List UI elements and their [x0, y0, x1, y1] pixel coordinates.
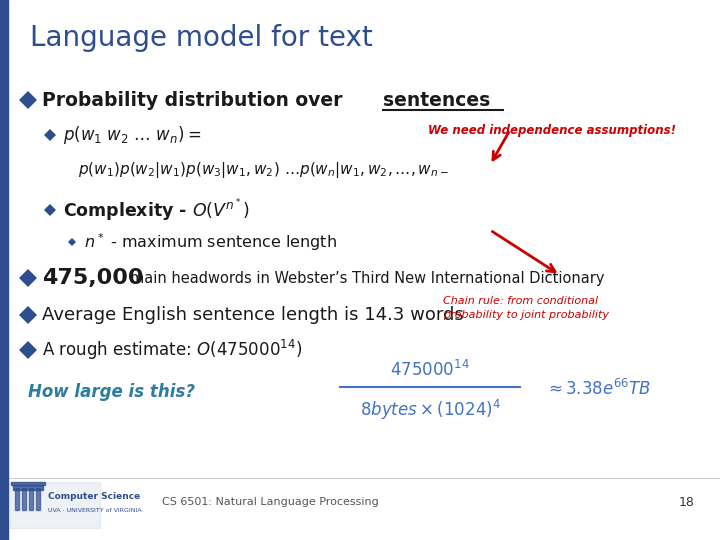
Text: Chain rule: from conditional: Chain rule: from conditional [443, 296, 598, 306]
Text: sentences: sentences [383, 91, 490, 110]
Text: probability to joint probability: probability to joint probability [443, 310, 609, 320]
Bar [10, 482, 100, 528]
Text: Probability distribution over: Probability distribution over [42, 91, 349, 110]
Bar [13, 485, 43, 490]
Text: How large is this?: How large is this? [28, 383, 195, 401]
Bar [11, 482, 45, 485]
Bar [15, 488, 19, 510]
Bar [0, 0, 8, 540]
Text: $p(w_1)p(w_2|w_1)p(w_3|w_1,w_2)\ \ldots p(w_n|w_1,w_2,\ldots,w_{n-}$: $p(w_1)p(w_2|w_1)p(w_3|w_1,w_2)\ \ldots … [78, 160, 449, 180]
Text: A rough estimate: $O(475000^{14})$: A rough estimate: $O(475000^{14})$ [42, 338, 302, 362]
Text: $\approx 3.38e^{66}TB$: $\approx 3.38e^{66}TB$ [545, 379, 652, 399]
Text: 18: 18 [679, 496, 695, 509]
Text: We need independence assumptions!: We need independence assumptions! [428, 124, 676, 137]
Text: Average English sentence length is 14.3 words: Average English sentence length is 14.3 … [42, 306, 464, 324]
Text: $8bytes \times (1024)^4$: $8bytes \times (1024)^4$ [359, 398, 500, 422]
Text: Complexity - $O(V^{n^*})$: Complexity - $O(V^{n^*})$ [63, 196, 250, 224]
Text: UVA · UNIVERSITY of VIRGINIA: UVA · UNIVERSITY of VIRGINIA [48, 508, 142, 513]
Text: $475000^{14}$: $475000^{14}$ [390, 360, 470, 380]
Bar [22, 488, 26, 510]
Bar [29, 488, 33, 510]
Text: Computer Science: Computer Science [48, 492, 140, 501]
Text: main headwords in Webster’s Third New International Dictionary: main headwords in Webster’s Third New In… [130, 271, 605, 286]
Bar [36, 488, 40, 510]
Text: $n^*$ - maximum sentence length: $n^*$ - maximum sentence length [84, 231, 337, 253]
Text: 475,000: 475,000 [42, 268, 143, 288]
Text: CS 6501: Natural Language Processing: CS 6501: Natural Language Processing [161, 497, 379, 507]
Text: $p(w_1\ w_2\ \ldots\ w_n) =$: $p(w_1\ w_2\ \ldots\ w_n) =$ [63, 124, 201, 146]
Text: Language model for text: Language model for text [30, 24, 373, 52]
